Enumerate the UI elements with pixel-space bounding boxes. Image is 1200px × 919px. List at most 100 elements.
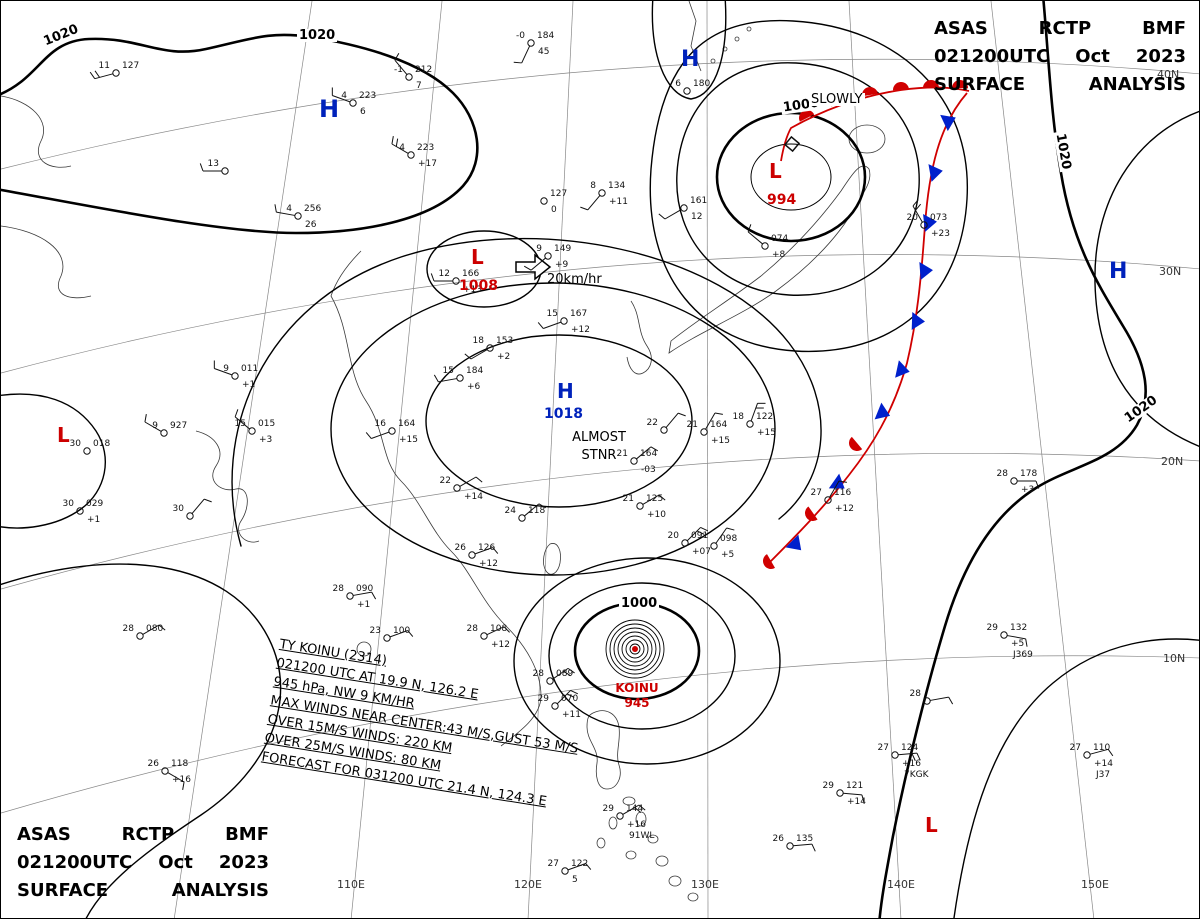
svg-text:+9: +9	[555, 260, 569, 270]
longitude-line-110e	[350, 1, 443, 918]
svg-text:+5: +5	[721, 550, 734, 560]
latitude-line-40n	[1, 58, 1199, 170]
high-center-east: H	[1109, 259, 1128, 284]
station-plot: 26 135	[773, 834, 816, 852]
svg-text:110: 110	[1093, 743, 1110, 753]
svg-text:4: 4	[341, 91, 347, 101]
chart-id: ASAS RCTP BMF	[934, 18, 1186, 39]
title-block-bottom: ASAS RCTP BMF 021200UTC Oct 2023 SURFACE…	[17, 821, 269, 905]
low-center-south: L	[925, 813, 938, 837]
svg-text:7KGK: 7KGK	[904, 770, 930, 780]
lat-label-20n: 20N	[1161, 455, 1184, 468]
svg-text:-03: -03	[641, 465, 656, 475]
svg-text:28: 28	[123, 624, 135, 634]
low-center-trough: L	[471, 245, 484, 269]
coastline-island	[655, 855, 669, 867]
svg-text:J37: J37	[1095, 770, 1110, 780]
svg-text:24: 24	[505, 506, 517, 516]
coastline-kuril	[734, 36, 740, 42]
movement-label-almost: ALMOST	[572, 430, 626, 445]
warm-front-semicircle	[799, 110, 815, 122]
svg-text:164: 164	[398, 419, 415, 429]
cold-front-triangle	[940, 114, 956, 132]
svg-text:124: 124	[901, 743, 918, 753]
station-plot: 28 089	[533, 667, 575, 685]
svg-text:21: 21	[623, 494, 634, 504]
svg-text:30: 30	[63, 499, 75, 509]
svg-text:927: 927	[170, 421, 187, 431]
svg-text:8: 8	[590, 181, 596, 191]
isobar	[1, 563, 282, 918]
coastline-taiwan	[543, 543, 561, 575]
station-plot: 28108+12	[467, 624, 510, 650]
svg-text:26: 26	[305, 220, 317, 230]
lon-label-120e: 120E	[514, 878, 542, 891]
station-plot: 21 164 -03	[617, 446, 659, 475]
station-plot: 28	[910, 689, 954, 705]
coastline-island	[625, 850, 637, 860]
svg-text:212: 212	[415, 65, 432, 75]
coastline-island	[608, 816, 618, 830]
isobar	[513, 557, 781, 765]
svg-text:26: 26	[455, 543, 467, 553]
cold-front-triangle	[895, 360, 910, 378]
svg-text:9: 9	[152, 421, 158, 431]
svg-text:45: 45	[538, 47, 549, 57]
svg-text:+15: +15	[711, 436, 730, 446]
station-plot: 20 073 +23	[907, 199, 950, 239]
svg-text:4: 4	[399, 143, 405, 153]
coastline-island	[596, 837, 606, 849]
coastline-korea	[626, 300, 652, 375]
svg-text:27: 27	[878, 743, 889, 753]
coastline-kuril	[746, 26, 752, 32]
svg-text:073: 073	[930, 213, 947, 223]
coastline-japan	[668, 165, 871, 354]
longitude-line-130e	[706, 1, 709, 918]
coastline-shandong	[195, 430, 260, 543]
isobar-1020	[1, 33, 479, 235]
longitude-line-120e	[527, 1, 574, 918]
latitude-line-20n	[1, 452, 1199, 590]
svg-text:+1: +1	[242, 380, 255, 390]
svg-text:126: 126	[478, 543, 495, 553]
svg-text:6: 6	[360, 107, 366, 117]
svg-text:+3: +3	[259, 435, 272, 445]
svg-text:167: 167	[570, 309, 587, 319]
svg-text:116: 116	[834, 488, 851, 498]
longitude-line-100e	[173, 1, 313, 918]
svg-text:180: 180	[693, 79, 710, 89]
svg-text:18: 18	[473, 336, 485, 346]
svg-text:-0: -0	[516, 31, 525, 41]
high-center-nw: H	[319, 95, 340, 123]
latitude-line-10n	[1, 655, 1199, 814]
typhoon-ring	[629, 643, 641, 655]
svg-text:122: 122	[571, 859, 588, 869]
typhoon-ring	[617, 631, 653, 667]
chart-type: SURFACE ANALYSIS	[17, 879, 269, 901]
svg-text:+14: +14	[464, 492, 483, 502]
svg-text:+11: +11	[562, 710, 581, 720]
svg-text:+15: +15	[757, 428, 776, 438]
station-plot: -1 212 7	[394, 52, 432, 91]
typhoon-center-dot	[632, 646, 638, 652]
coastline-island	[668, 875, 682, 887]
station-plot: 18 122 +15	[733, 402, 776, 438]
svg-text:J369: J369	[1012, 650, 1033, 660]
station-plot: 28 090 +1	[333, 584, 377, 610]
svg-text:22: 22	[647, 418, 658, 428]
station-plot: 21 164 +15	[687, 412, 730, 446]
isobar-label-1000-typhoon: 1000	[619, 596, 660, 611]
svg-text:256: 256	[304, 204, 321, 214]
svg-text:184: 184	[537, 31, 554, 41]
svg-text:5: 5	[572, 875, 578, 885]
station-plot: 161 12	[658, 196, 707, 222]
svg-text:089: 089	[556, 669, 573, 679]
svg-text:+3: +3	[1021, 485, 1034, 495]
svg-text:144: 144	[626, 804, 643, 814]
coastline-island	[635, 811, 647, 827]
station-plot: 15 167 +12	[537, 309, 590, 335]
station-plot: 9 149 +9	[523, 244, 571, 271]
